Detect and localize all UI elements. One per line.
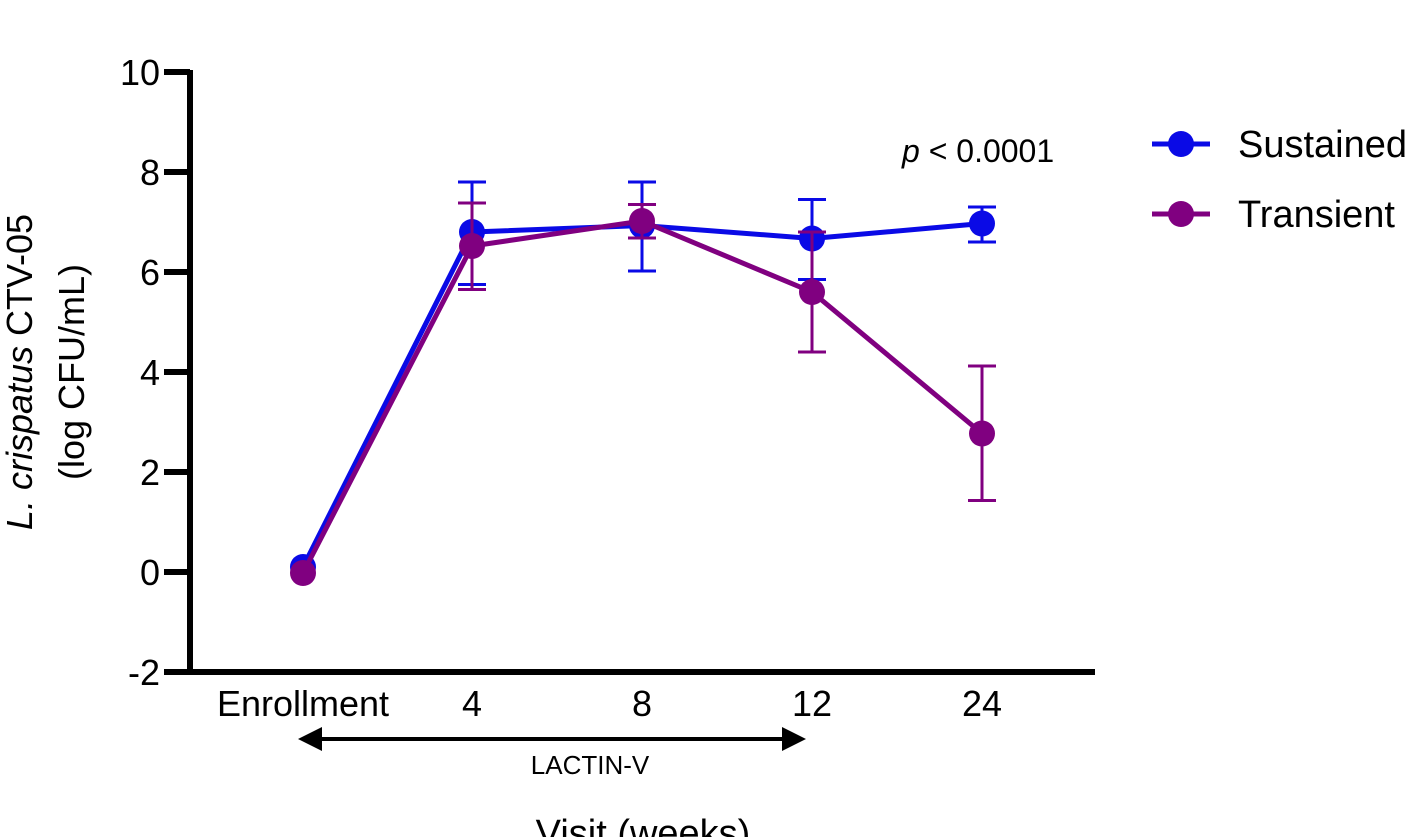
series-line [300, 218, 984, 575]
legend-swatch-marker [1168, 201, 1194, 227]
p-value-italic: p [901, 133, 920, 169]
x-tick-label: Enrollment [217, 683, 389, 724]
x-tick-label: 12 [792, 683, 832, 724]
y-tick-label: 0 [140, 552, 160, 593]
bracket-label: LACTIN-V [531, 750, 650, 780]
y-tick-label: 8 [140, 152, 160, 193]
y-axis-title: L. crispatus CTV-05 [0, 214, 40, 530]
x-tick-label: 24 [962, 683, 1002, 724]
y-tick-label: 4 [140, 352, 160, 393]
data-point [629, 208, 655, 234]
y-tick-label: 6 [140, 252, 160, 293]
series-transient [290, 201, 996, 586]
x-tick-label: 4 [462, 683, 482, 724]
legend-label: Sustained [1238, 124, 1407, 166]
x-tick-label: 8 [632, 683, 652, 724]
bracket-arrow-left [298, 727, 322, 751]
data-point [799, 279, 825, 305]
series-line [300, 221, 983, 569]
data-point [290, 560, 316, 586]
p-value-annotation: p < 0.0001 [901, 133, 1054, 169]
lactin-v-bracket: LACTIN-V [298, 727, 806, 780]
series-sustained [290, 180, 996, 580]
y-axis-title-italic: L. crispatus [0, 346, 40, 530]
legend-label: Transient [1238, 194, 1395, 236]
legend: Sustained Transient [1152, 124, 1407, 236]
data-point [459, 233, 485, 259]
y-axis-title-line2: (log CFU/mL) [51, 264, 92, 480]
x-axis-title: Visit (weeks) [536, 813, 751, 837]
y-tick-label: -2 [128, 652, 160, 693]
y-tick-label: 2 [140, 452, 160, 493]
legend-item: Transient [1152, 194, 1395, 236]
p-value-rest: < 0.0001 [920, 133, 1054, 169]
data-point [969, 420, 995, 447]
y-tick-label: 10 [120, 52, 160, 93]
y-axis-title-rest: CTV-05 [0, 214, 40, 346]
bracket-arrow-right [782, 727, 806, 751]
legend-swatch-marker [1168, 131, 1194, 157]
legend-item: Sustained [1152, 124, 1407, 166]
data-point [969, 210, 995, 237]
